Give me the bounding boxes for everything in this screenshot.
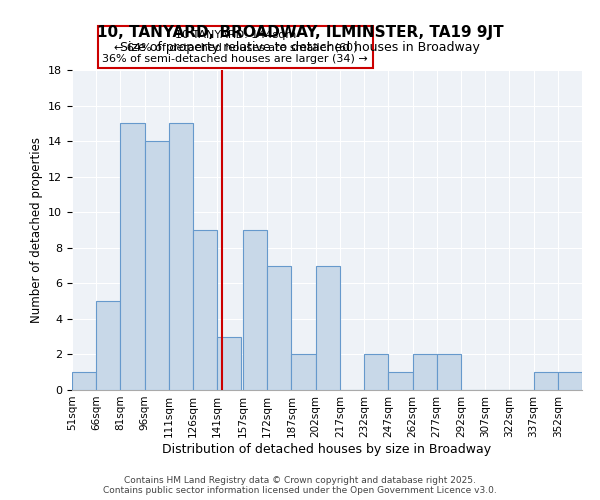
Bar <box>267 266 292 390</box>
Bar <box>388 372 413 390</box>
Bar <box>243 230 267 390</box>
Bar <box>72 372 96 390</box>
Bar <box>364 354 388 390</box>
Text: Size of property relative to detached houses in Broadway: Size of property relative to detached ho… <box>120 41 480 54</box>
Text: 10 TANYARD: 144sqm
← 64% of detached houses are smaller (60)
36% of semi-detache: 10 TANYARD: 144sqm ← 64% of detached hou… <box>103 30 368 64</box>
Bar <box>145 141 169 390</box>
Bar <box>316 266 340 390</box>
Y-axis label: Number of detached properties: Number of detached properties <box>29 137 43 323</box>
Text: Contains HM Land Registry data © Crown copyright and database right 2025.
Contai: Contains HM Land Registry data © Crown c… <box>103 476 497 495</box>
Bar <box>413 354 437 390</box>
Bar <box>217 336 241 390</box>
Bar <box>193 230 217 390</box>
Bar <box>96 301 121 390</box>
X-axis label: Distribution of detached houses by size in Broadway: Distribution of detached houses by size … <box>163 442 491 456</box>
Bar <box>121 124 145 390</box>
Bar <box>558 372 582 390</box>
Bar <box>169 124 193 390</box>
Bar <box>437 354 461 390</box>
Bar <box>292 354 316 390</box>
Text: 10, TANYARD, BROADWAY, ILMINSTER, TA19 9JT: 10, TANYARD, BROADWAY, ILMINSTER, TA19 9… <box>97 25 503 40</box>
Bar <box>533 372 558 390</box>
